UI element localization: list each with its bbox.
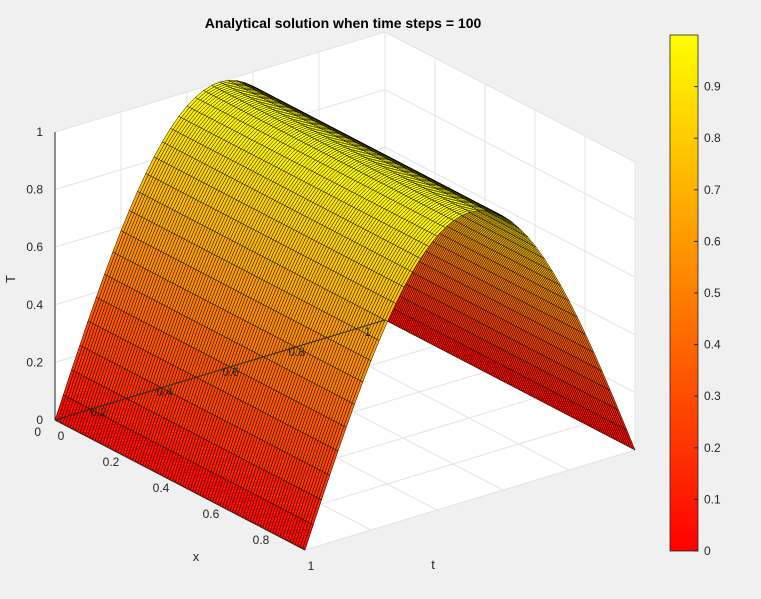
grid-line [384,89,636,221]
surface-mesh [54,80,636,551]
z-tick-label: 0.2 [26,355,43,369]
z-tick-label: 0 [36,413,43,427]
chart-title: Analytical solution when time steps = 10… [205,15,482,31]
x-tick-label: 0 [34,425,41,439]
z-tick-label: 0.4 [26,298,43,312]
colorbar-tick-label: 0.7 [704,183,721,197]
z-tick-label: 0.8 [26,183,43,197]
z-axis-label: T [3,275,18,283]
t-tick-label: 0.4 [153,481,170,495]
x-tick-label: 0.4 [156,385,173,399]
colorbar: 0 0.1 0.2 0.3 0.4 0.5 0.6 0.7 0.8 0.9 [669,34,721,558]
x-axis-line [54,319,386,421]
x-tick-label: 1 [364,325,371,339]
x-axis-label: t [431,557,435,572]
t-tick-label: 0.8 [253,533,270,547]
z-tick-label: 0.6 [26,240,43,254]
colorbar-tick-label: 0.5 [704,286,721,300]
grid-line [384,146,636,278]
z-tick-label: 1 [36,125,43,139]
colorbar-tick-label: 0.6 [704,234,721,248]
t-tick-label: 0.2 [103,455,120,469]
colorbar-tick-label: 0.4 [704,338,721,352]
grid-line [304,449,636,551]
t-axis-line [54,419,306,551]
colorbar-tick-label: 0.9 [704,80,721,94]
colorbar-tick-label: 0.1 [704,492,721,506]
colorbar-tick-label: 0 [704,544,711,558]
y-axis-label: x [193,549,200,564]
tick-labels: 0 0.2 0.4 0.6 0.8 1 0 0.2 0.4 0.6 0.8 1 0 0.2 0.4 0.6 0.… [26,125,371,573]
x-tick-label: 0.6 [222,365,239,379]
x-tick-label: 0.2 [90,405,107,419]
t-tick-label: 1 [308,559,315,573]
colorbar-ticks: 0 0.1 0.2 0.3 0.4 0.5 0.6 0.7 0.8 0.9 [694,80,721,558]
t-tick-label: 0.6 [203,507,220,521]
colorbar-tick-label: 0.8 [704,131,721,145]
colorbar-gradient [669,34,699,552]
axes-lines [54,132,386,551]
colorbar-tick-label: 0.3 [704,389,721,403]
colorbar-tick-label: 0.2 [704,441,721,455]
x-tick-label: 0.8 [288,345,305,359]
t-tick-label: 0 [58,429,65,443]
grid-line [384,31,636,163]
